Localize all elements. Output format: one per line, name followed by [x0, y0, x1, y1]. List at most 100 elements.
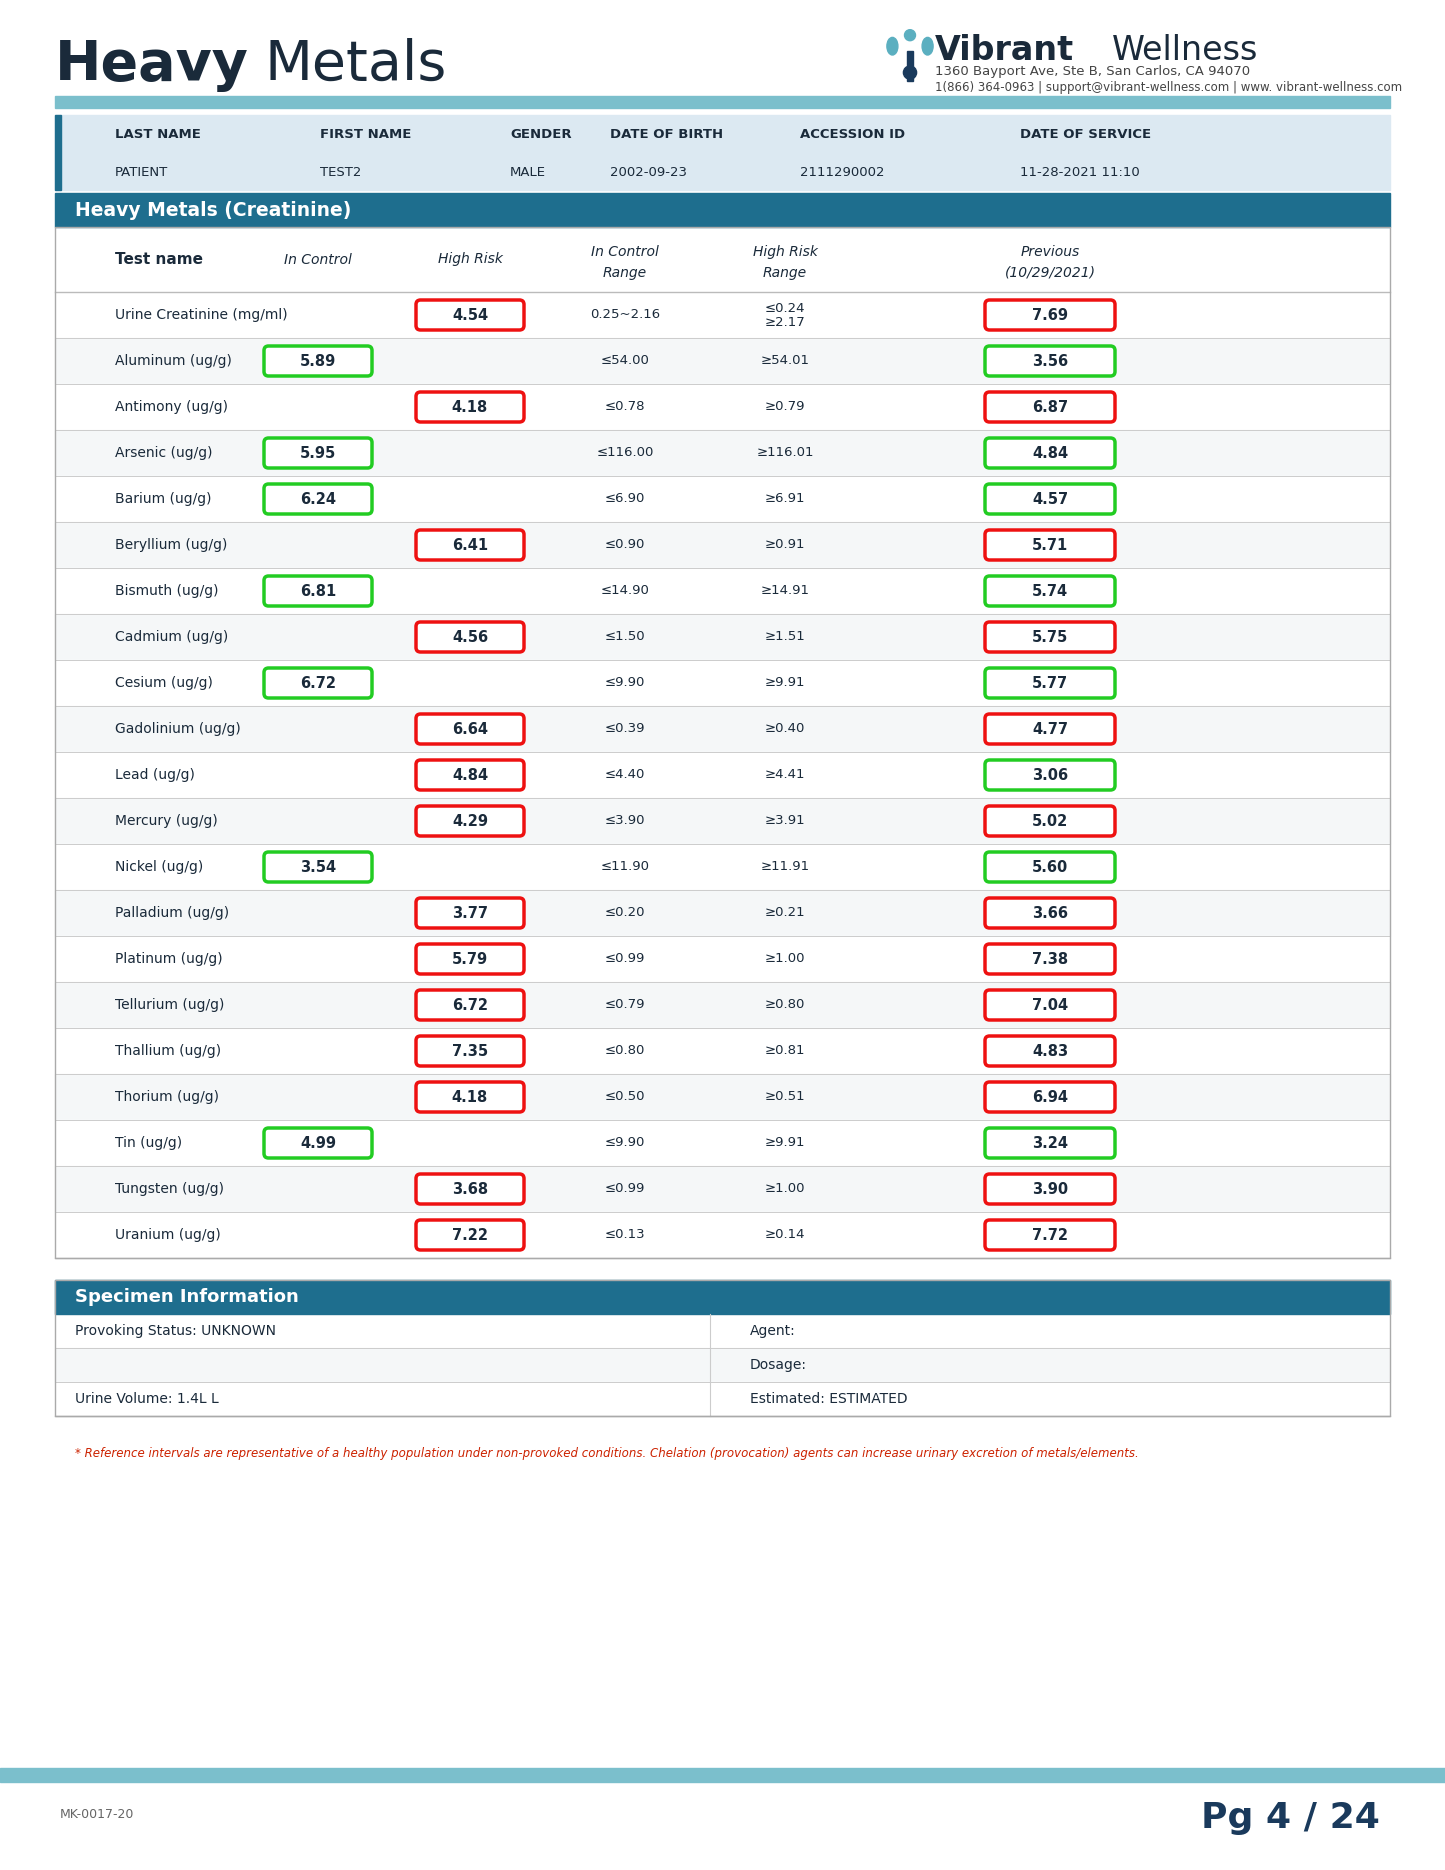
- Text: MALE: MALE: [510, 166, 546, 178]
- Text: ≥9.91: ≥9.91: [764, 677, 805, 690]
- Text: 5.71: 5.71: [1032, 537, 1068, 552]
- Text: 5.02: 5.02: [1032, 813, 1068, 828]
- Text: High Risk: High Risk: [753, 245, 818, 258]
- Text: ≤54.00: ≤54.00: [601, 355, 649, 368]
- Text: 4.29: 4.29: [452, 813, 488, 828]
- Text: ≤0.13: ≤0.13: [604, 1229, 646, 1242]
- FancyBboxPatch shape: [416, 393, 525, 423]
- Text: Tin (ug/g): Tin (ug/g): [116, 1135, 182, 1150]
- Text: 3.66: 3.66: [1032, 905, 1068, 920]
- FancyBboxPatch shape: [985, 393, 1116, 423]
- Text: 7.04: 7.04: [1032, 997, 1068, 1012]
- Text: 6.72: 6.72: [301, 675, 337, 690]
- Text: 5.89: 5.89: [301, 353, 337, 368]
- Text: ≤9.90: ≤9.90: [605, 1137, 644, 1150]
- FancyBboxPatch shape: [264, 853, 371, 883]
- Text: 3.90: 3.90: [1032, 1182, 1068, 1197]
- Text: 2002-09-23: 2002-09-23: [610, 166, 686, 178]
- Text: Estimated: ESTIMATED: Estimated: ESTIMATED: [750, 1391, 907, 1406]
- Bar: [55, 1348, 1390, 1382]
- Text: Range: Range: [603, 266, 647, 279]
- Text: Gadolinium (ug/g): Gadolinium (ug/g): [116, 722, 241, 737]
- Text: ≤14.90: ≤14.90: [601, 585, 649, 598]
- Bar: [55, 226, 1390, 1259]
- Text: 4.83: 4.83: [1032, 1043, 1068, 1058]
- Text: Vibrant: Vibrant: [935, 34, 1074, 67]
- Text: Agent:: Agent:: [750, 1324, 796, 1339]
- Bar: [55, 338, 1390, 383]
- Text: ≤6.90: ≤6.90: [605, 492, 644, 505]
- Bar: [55, 1073, 1390, 1120]
- Text: 4.54: 4.54: [452, 307, 488, 322]
- FancyBboxPatch shape: [416, 759, 525, 789]
- FancyBboxPatch shape: [985, 346, 1116, 376]
- Text: Mercury (ug/g): Mercury (ug/g): [116, 813, 218, 828]
- Text: * Reference intervals are representative of a healthy population under non-provo: * Reference intervals are representative…: [75, 1447, 1139, 1460]
- Text: ≥14.91: ≥14.91: [760, 585, 809, 598]
- Text: 7.22: 7.22: [452, 1227, 488, 1242]
- FancyBboxPatch shape: [985, 529, 1116, 559]
- Text: 6.24: 6.24: [301, 492, 337, 507]
- Text: Aluminum (ug/g): Aluminum (ug/g): [116, 353, 231, 368]
- Text: 4.18: 4.18: [452, 1090, 488, 1105]
- Text: ≥0.91: ≥0.91: [764, 539, 805, 552]
- Text: ≥0.81: ≥0.81: [764, 1045, 805, 1058]
- Bar: [55, 226, 1390, 292]
- Text: TEST2: TEST2: [319, 166, 361, 178]
- Text: 2111290002: 2111290002: [801, 166, 884, 178]
- Bar: [55, 660, 1390, 707]
- Text: DATE OF BIRTH: DATE OF BIRTH: [610, 129, 722, 142]
- Bar: [55, 383, 1390, 430]
- Bar: [55, 843, 1390, 890]
- FancyBboxPatch shape: [264, 668, 371, 698]
- Text: Provoking Status: UNKNOWN: Provoking Status: UNKNOWN: [75, 1324, 276, 1339]
- Text: 3.06: 3.06: [1032, 767, 1068, 782]
- Text: 1(866) 364-0963 | support@vibrant-wellness.com | www. vibrant-wellness.com: 1(866) 364-0963 | support@vibrant-wellne…: [935, 82, 1402, 95]
- Bar: [55, 613, 1390, 660]
- Text: 6.87: 6.87: [1032, 400, 1068, 415]
- Text: ≥2.17: ≥2.17: [764, 316, 805, 329]
- Text: Pg 4 / 24: Pg 4 / 24: [1201, 1801, 1380, 1834]
- FancyBboxPatch shape: [985, 1036, 1116, 1066]
- Text: In Control: In Control: [591, 245, 659, 258]
- Text: ≥0.51: ≥0.51: [764, 1090, 805, 1103]
- Bar: [55, 890, 1390, 937]
- Text: 3.24: 3.24: [1032, 1135, 1068, 1150]
- Text: ≤0.90: ≤0.90: [605, 539, 644, 552]
- Text: DATE OF SERVICE: DATE OF SERVICE: [1020, 129, 1152, 142]
- Text: Antimony (ug/g): Antimony (ug/g): [116, 400, 228, 413]
- Text: ≥0.79: ≥0.79: [764, 400, 805, 413]
- Text: ≤116.00: ≤116.00: [597, 447, 653, 460]
- Text: ≥116.01: ≥116.01: [756, 447, 814, 460]
- Text: ≥11.91: ≥11.91: [760, 860, 809, 873]
- Text: Barium (ug/g): Barium (ug/g): [116, 492, 211, 507]
- Text: Cesium (ug/g): Cesium (ug/g): [116, 675, 212, 690]
- Text: Range: Range: [763, 266, 808, 279]
- Text: Tungsten (ug/g): Tungsten (ug/g): [116, 1182, 224, 1197]
- Text: LAST NAME: LAST NAME: [116, 129, 201, 142]
- Bar: [55, 292, 1390, 338]
- Bar: [55, 522, 1390, 568]
- FancyBboxPatch shape: [416, 1174, 525, 1204]
- Text: 5.79: 5.79: [452, 952, 488, 967]
- Text: ≤0.80: ≤0.80: [605, 1045, 644, 1058]
- FancyBboxPatch shape: [985, 623, 1116, 653]
- Bar: [0, 1767, 1445, 1782]
- Text: ACCESSION ID: ACCESSION ID: [801, 129, 905, 142]
- Text: ≥1.51: ≥1.51: [764, 630, 805, 643]
- FancyBboxPatch shape: [416, 1083, 525, 1113]
- Text: Dosage:: Dosage:: [750, 1358, 806, 1373]
- Ellipse shape: [922, 37, 933, 54]
- Text: ≤0.78: ≤0.78: [605, 400, 646, 413]
- Text: MK-0017-20: MK-0017-20: [61, 1808, 134, 1821]
- Text: (10/29/2021): (10/29/2021): [1004, 266, 1095, 279]
- Text: Lead (ug/g): Lead (ug/g): [116, 769, 195, 782]
- Text: Wellness: Wellness: [1113, 34, 1259, 67]
- Text: Specimen Information: Specimen Information: [75, 1288, 299, 1305]
- Text: Tellurium (ug/g): Tellurium (ug/g): [116, 999, 224, 1012]
- Text: Arsenic (ug/g): Arsenic (ug/g): [116, 447, 212, 460]
- Text: 5.60: 5.60: [1032, 860, 1068, 875]
- Text: ≤0.79: ≤0.79: [605, 999, 646, 1012]
- Text: In Control: In Control: [285, 252, 353, 267]
- FancyBboxPatch shape: [985, 944, 1116, 974]
